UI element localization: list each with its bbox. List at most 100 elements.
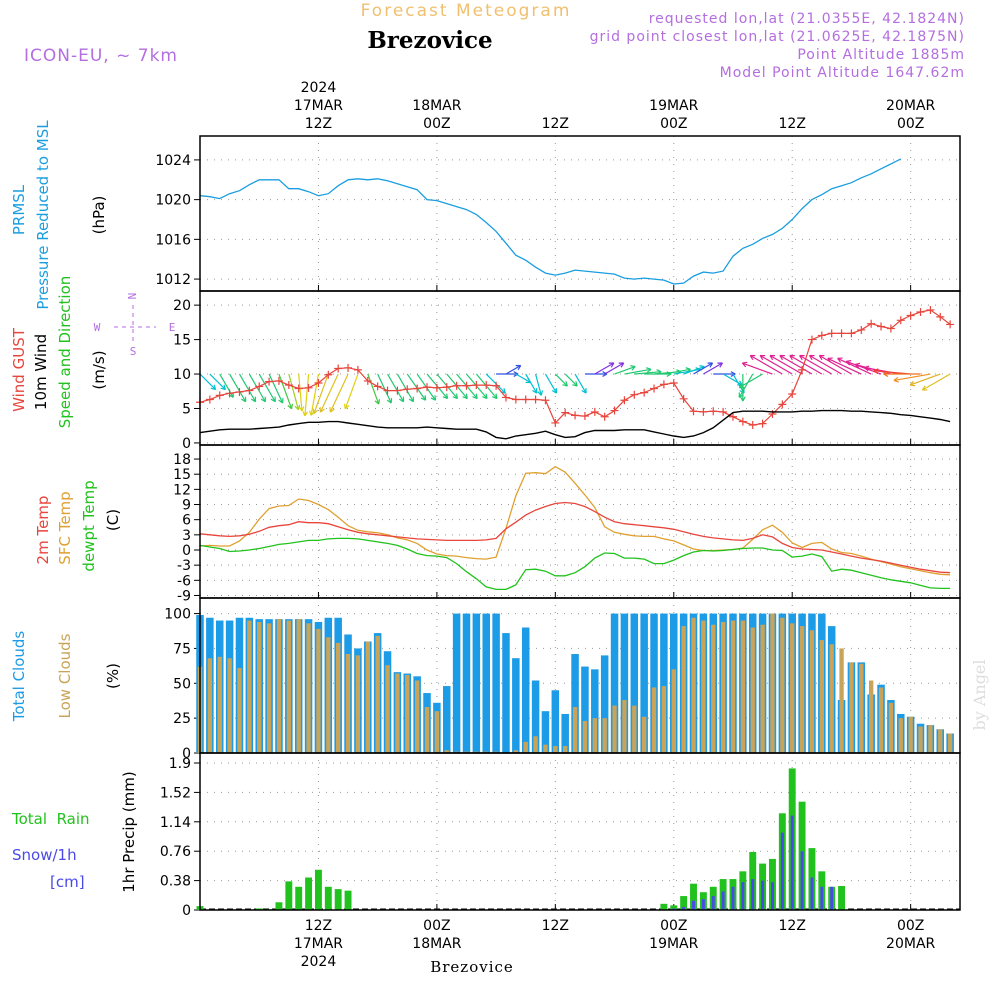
y-tick-label: 25 bbox=[173, 711, 191, 727]
gust-point bbox=[669, 378, 678, 387]
y-tick-label: 12 bbox=[173, 482, 191, 498]
y-tick-label: 3 bbox=[182, 528, 191, 544]
temp-label-3: dewpt Temp bbox=[80, 480, 98, 571]
top-time-label: 2024 bbox=[301, 80, 337, 96]
gust-point bbox=[403, 385, 412, 394]
low-cloud-bar bbox=[523, 741, 528, 753]
low-cloud-bar bbox=[711, 624, 716, 753]
gust-point bbox=[413, 384, 422, 393]
sfc-temp-line bbox=[199, 465, 951, 576]
precip-legend-unit: [cm] bbox=[50, 873, 85, 891]
wind-arrow bbox=[298, 373, 305, 412]
low-cloud-bar bbox=[898, 718, 903, 753]
gust-point bbox=[758, 419, 767, 428]
top-time-label: 12Z bbox=[305, 116, 332, 132]
snow-bar bbox=[672, 908, 676, 910]
pressure-label-1: PRMSL bbox=[10, 184, 28, 235]
y-tick-label: 10 bbox=[173, 367, 191, 383]
precip-unit: 1hr Precip (mm) bbox=[120, 771, 138, 892]
total-cloud-bar bbox=[502, 633, 510, 753]
total-cloud-bar bbox=[482, 613, 490, 753]
y-tick-label: 15 bbox=[173, 333, 191, 349]
snow-bar bbox=[820, 886, 824, 910]
y-tick-label: 0 bbox=[182, 436, 191, 452]
wind-arrow bbox=[564, 373, 578, 387]
low-cloud-bar bbox=[720, 621, 726, 753]
gust-point bbox=[452, 381, 461, 390]
wind-arrow bbox=[809, 354, 842, 375]
rain-bar bbox=[334, 889, 342, 910]
bottom-time-label: 19MAR bbox=[649, 936, 698, 952]
snow-bar bbox=[692, 900, 695, 910]
wind-arrow bbox=[554, 373, 568, 387]
gust-point bbox=[659, 380, 668, 389]
gust-point bbox=[689, 407, 698, 416]
snow-bar bbox=[790, 815, 794, 910]
y-tick-label: 20 bbox=[173, 298, 191, 314]
panel-border bbox=[199, 597, 961, 754]
low-cloud-bar bbox=[622, 700, 627, 753]
wind-arrow bbox=[741, 361, 773, 375]
y-tick-label: 1024 bbox=[155, 153, 191, 169]
y-tick-label: 1.52 bbox=[160, 785, 191, 801]
gust-point bbox=[926, 305, 935, 314]
low-cloud-bar bbox=[681, 626, 686, 753]
low-cloud-bar bbox=[770, 613, 775, 753]
low-cloud-bar bbox=[444, 750, 449, 753]
wind-arrow bbox=[693, 362, 714, 375]
snow-bar bbox=[711, 896, 715, 910]
wind-arrow bbox=[525, 373, 538, 394]
low-cloud-bar bbox=[513, 750, 519, 753]
temp-2m-line bbox=[199, 501, 951, 574]
wind-arrow bbox=[319, 373, 339, 413]
rain-bar bbox=[670, 905, 678, 910]
bottom-time-label: 12Z bbox=[779, 918, 806, 934]
low-cloud-bar bbox=[543, 744, 548, 753]
bottom-time-label: 12Z bbox=[305, 918, 332, 934]
y-tick-label: 100 bbox=[164, 607, 191, 623]
grid-point: grid point closest lon,lat (21.0625E, 42… bbox=[590, 29, 965, 45]
wind-arrow bbox=[258, 373, 276, 403]
low-cloud-bar bbox=[839, 648, 844, 753]
wind-arrow bbox=[594, 362, 615, 375]
wind-arrow bbox=[396, 373, 415, 403]
low-cloud-bar bbox=[582, 720, 588, 753]
point-altitude: Point Altitude 1885m bbox=[797, 47, 965, 63]
y-tick-label: -9 bbox=[177, 588, 191, 604]
low-cloud-bar bbox=[217, 656, 222, 753]
gust-point bbox=[274, 376, 283, 385]
wind-label-2: 10m Wind bbox=[32, 334, 50, 410]
low-cloud-bar bbox=[207, 658, 213, 753]
snow-bar bbox=[701, 899, 705, 910]
wind-arrow bbox=[827, 357, 862, 375]
low-cloud-bar bbox=[257, 621, 262, 753]
low-cloud-bar bbox=[661, 686, 667, 753]
panel-0: 1012 1016 1020 1024 bbox=[155, 136, 960, 291]
snow-bar bbox=[682, 906, 686, 910]
low-cloud-bar bbox=[266, 623, 272, 753]
y-tick-label: 0 bbox=[182, 746, 191, 762]
wind-arrow bbox=[209, 373, 227, 391]
wind-speed-line bbox=[199, 409, 951, 440]
y-tick-label: 0.38 bbox=[160, 874, 191, 890]
gust-point bbox=[432, 383, 441, 392]
gust-point bbox=[492, 381, 501, 390]
location-title: Brezovice bbox=[367, 27, 492, 54]
low-cloud-bar bbox=[345, 654, 351, 753]
panels: 101210161020102405101520-9-6-30369121518… bbox=[155, 135, 961, 919]
total-cloud-bar bbox=[541, 711, 550, 753]
bottom-time-label: 00Z bbox=[660, 918, 687, 934]
rain-bar bbox=[285, 881, 293, 910]
gust-point bbox=[837, 329, 846, 338]
rain-bar bbox=[295, 886, 303, 910]
total-cloud-bar bbox=[610, 613, 619, 753]
low-cloud-bar bbox=[750, 627, 755, 753]
y-tick-label: 15 bbox=[173, 467, 191, 483]
wind-arrow bbox=[749, 354, 783, 375]
low-cloud-bar bbox=[868, 680, 874, 753]
wind-arrow bbox=[367, 373, 381, 405]
low-cloud-bar bbox=[296, 619, 301, 753]
low-cloud-bar bbox=[365, 641, 370, 753]
total-cloud-bar bbox=[640, 613, 648, 753]
